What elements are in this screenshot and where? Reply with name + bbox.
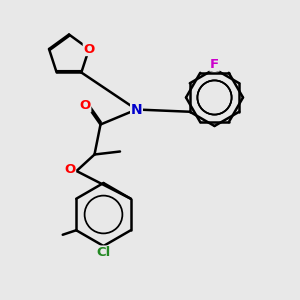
Text: O: O	[80, 99, 91, 112]
Text: O: O	[83, 43, 94, 56]
Text: F: F	[210, 58, 219, 71]
Text: Cl: Cl	[96, 246, 111, 259]
Text: N: N	[131, 103, 142, 116]
Text: O: O	[64, 163, 76, 176]
